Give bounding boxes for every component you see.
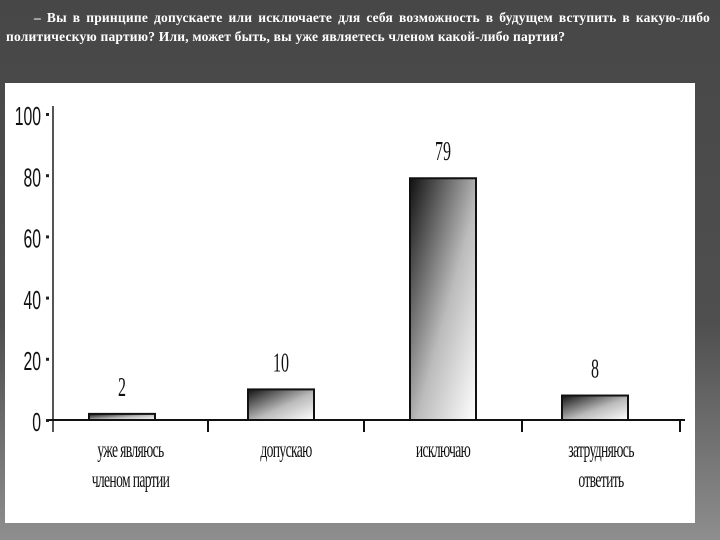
y-tick-label: 20 [23, 346, 41, 376]
y-tick-label: 60 [23, 223, 41, 253]
y-tick-mark [46, 235, 49, 239]
bar-2 [247, 388, 315, 421]
bar-1 [88, 412, 156, 422]
data-label: 8 [591, 353, 599, 383]
chart-panel [5, 83, 695, 523]
y-tick-label: 100 [15, 101, 41, 131]
data-label: 79 [435, 136, 451, 166]
bar-4 [561, 394, 629, 421]
data-label: 10 [273, 347, 289, 377]
data-label: 2 [118, 372, 126, 402]
x-category-label: допускаю [260, 438, 312, 464]
y-tick-mark [46, 174, 49, 178]
y-tick-label: 40 [23, 285, 41, 315]
y-tick-mark [46, 113, 49, 116]
y-tick-mark [46, 419, 49, 422]
y-tick-label: 80 [23, 162, 41, 192]
y-tick-mark [46, 296, 49, 300]
question-text: – Вы в принципе допускаете или исключает… [6, 10, 710, 44]
y-tick-mark [46, 357, 49, 361]
x-category-label: членом партии [92, 468, 170, 494]
bar-3 [409, 177, 477, 421]
x-category-label: исключаю [416, 438, 471, 464]
x-category-label: затрудняюсь [568, 438, 634, 464]
x-category-label: уже являюсь [97, 438, 164, 464]
x-category-label: ответить [578, 468, 624, 494]
y-tick-label: 0 [32, 407, 41, 437]
